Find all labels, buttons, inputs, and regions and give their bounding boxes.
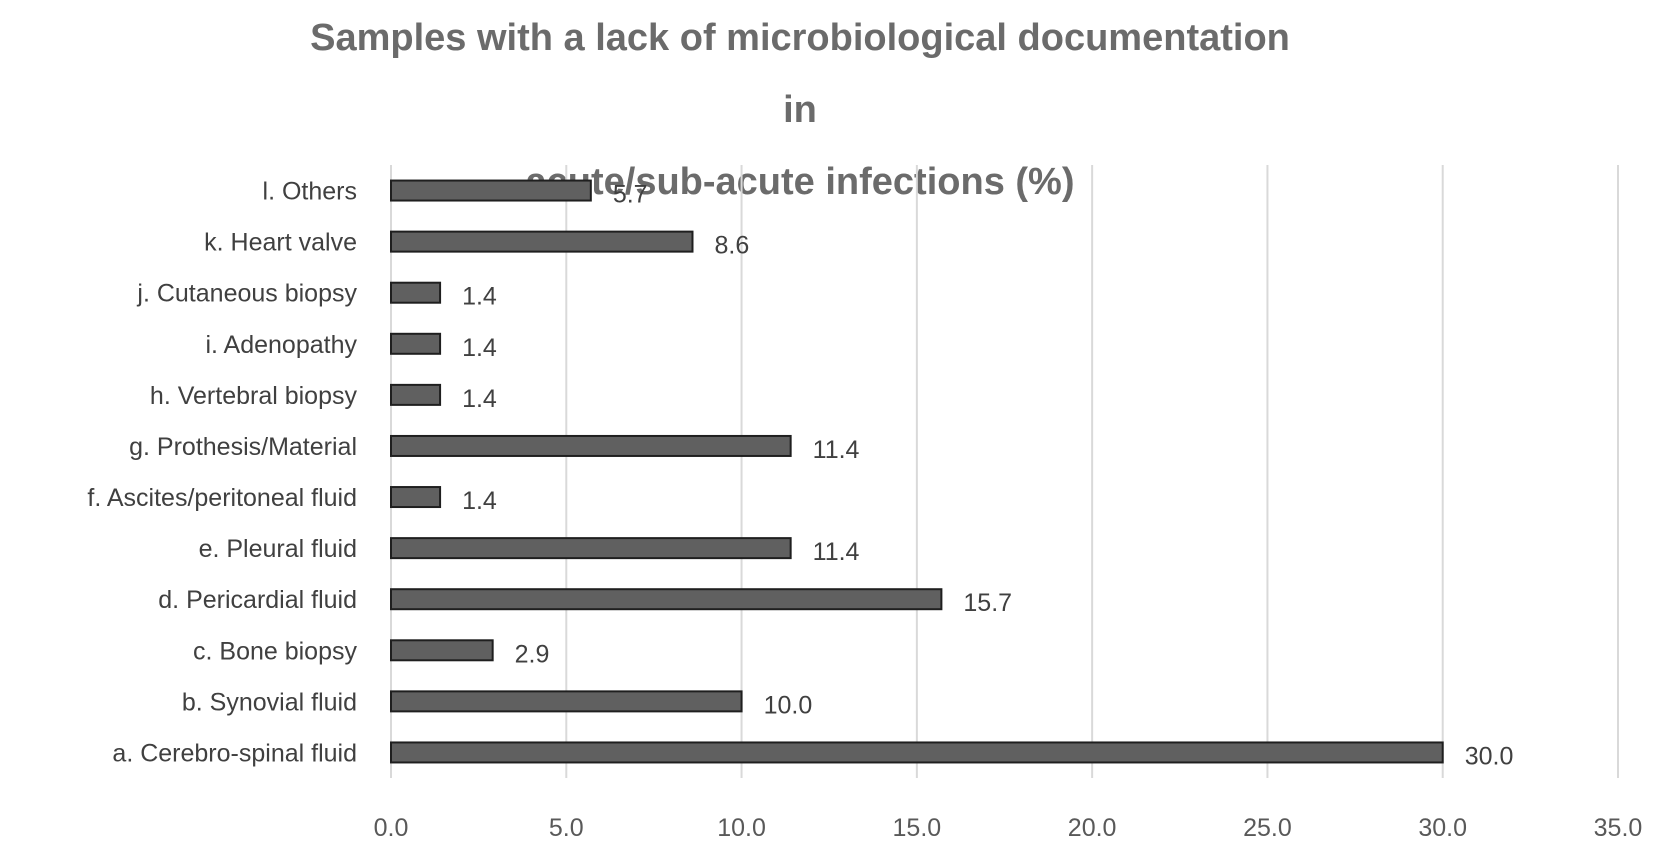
bar [390,434,792,457]
category-label: a. Cerebro-spinal fluid [112,739,357,767]
data-label: 10.0 [764,691,813,719]
bar [390,639,494,662]
data-label: 1.4 [462,334,497,362]
data-label: 5.7 [613,181,648,209]
x-tick-label: 15.0 [893,814,942,842]
category-label: g. Prothesis/Material [129,433,357,461]
data-label: 1.4 [462,385,497,413]
category-label: j. Cutaneous biopsy [136,280,357,308]
chart-title-line-2: acute/sub-acute infections (%) [525,161,1075,203]
x-tick-label: 10.0 [717,814,766,842]
data-label: 1.4 [462,487,497,515]
category-label: h. Vertebral biopsy [150,382,358,410]
data-label: 11.4 [813,436,860,464]
x-tick-label: 35.0 [1594,814,1643,842]
x-tick-label: 30.0 [1418,814,1467,842]
data-label: 11.4 [813,538,860,566]
category-label: b. Synovial fluid [182,688,357,716]
x-tick-label: 25.0 [1243,814,1292,842]
chart-title: Samples with a lack of microbiological d… [300,2,1300,218]
category-label: f. Ascites/peritoneal fluid [87,484,357,512]
category-label: c. Bone biopsy [193,637,357,665]
bar [390,383,442,406]
data-label: 2.9 [515,640,550,668]
bar [390,486,442,509]
data-label: 15.7 [963,589,1012,617]
bar [390,537,792,560]
category-label: l. Others [263,178,357,206]
category-label: i. Adenopathy [205,331,357,359]
bar [390,588,943,611]
bar [390,741,1444,764]
category-label: k. Heart valve [204,229,357,257]
category-label: e. Pleural fluid [199,535,357,563]
category-label: d. Pericardial fluid [158,586,357,614]
bar [390,281,442,304]
bar [390,690,743,713]
bar [390,179,592,202]
bar [390,332,442,355]
data-label: 30.0 [1465,742,1514,770]
x-tick-label: 0.0 [374,814,409,842]
bar [390,230,694,253]
data-label: 8.6 [714,232,749,260]
chart-title-line-1: Samples with a lack of microbiological d… [310,17,1290,131]
data-label: 1.4 [462,283,497,311]
x-tick-label: 5.0 [549,814,584,842]
x-tick-label: 20.0 [1068,814,1117,842]
